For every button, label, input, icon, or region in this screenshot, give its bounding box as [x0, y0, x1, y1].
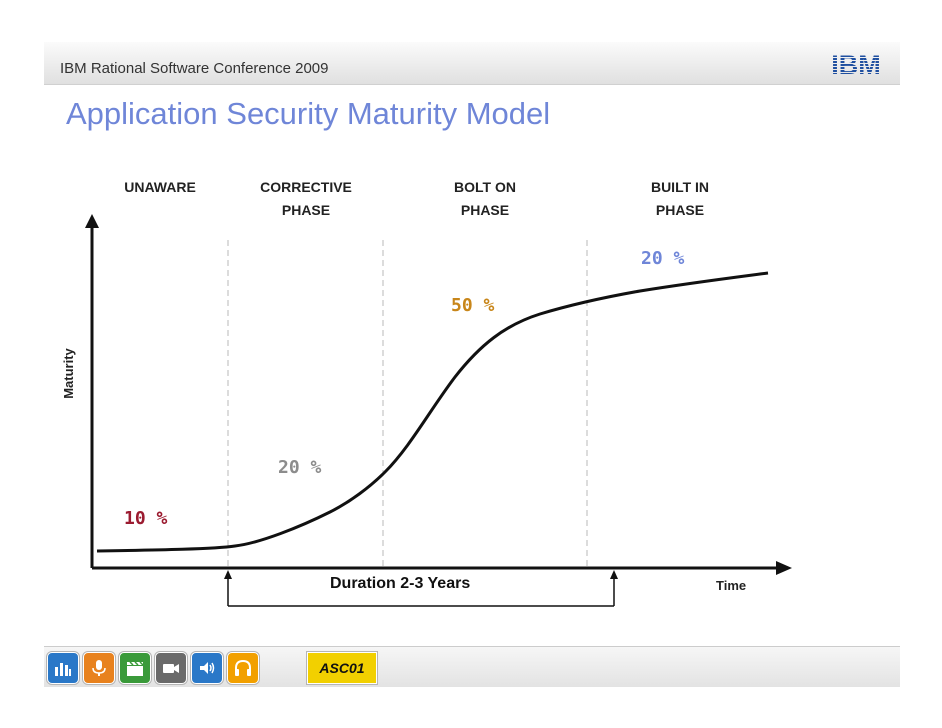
- footer-bar: ASC01: [44, 646, 900, 687]
- y-axis-arrow: [85, 214, 99, 228]
- headphones-icon: [227, 652, 259, 684]
- maturity-curve: [96, 271, 769, 553]
- header-bar: IBM Rational Software Conference 2009 IB…: [44, 42, 900, 85]
- svg-text:IBM: IBM: [831, 52, 881, 77]
- ibm-logo: IBM: [831, 52, 881, 77]
- x-axis-label: Time: [716, 578, 747, 593]
- percent-bolt-on: 50 %: [451, 295, 495, 316]
- duration-label: Duration 2-3 Years: [330, 575, 471, 592]
- conference-name: IBM Rational Software Conference 2009: [60, 60, 329, 77]
- percent-unaware: 10 %: [124, 508, 168, 529]
- phase-label-corrective: CORRECTIVE PHASE: [260, 179, 352, 218]
- y-axis-label: Maturity: [60, 348, 76, 399]
- clapperboard-icon: [119, 652, 151, 684]
- speaker-icon: [191, 652, 223, 684]
- percent-built-in: 20 %: [641, 248, 685, 269]
- phase-label-bolt-on: BOLT ON PHASE: [454, 179, 516, 218]
- page-title: Application Security Maturity Model: [66, 96, 551, 131]
- percent-corrective: 20 %: [278, 457, 322, 478]
- session-code: ASC01: [307, 652, 377, 684]
- video-camera-icon: [155, 652, 187, 684]
- duration-arrow-right: [610, 570, 618, 579]
- microphone-icon: [83, 652, 115, 684]
- phase-label-built-in: BUILT IN PHASE: [650, 179, 710, 218]
- x-axis-arrow: [776, 561, 792, 575]
- equalizer-icon: [47, 652, 79, 684]
- phase-label-unaware: UNAWARE: [124, 179, 196, 195]
- duration-arrow-left: [224, 570, 232, 579]
